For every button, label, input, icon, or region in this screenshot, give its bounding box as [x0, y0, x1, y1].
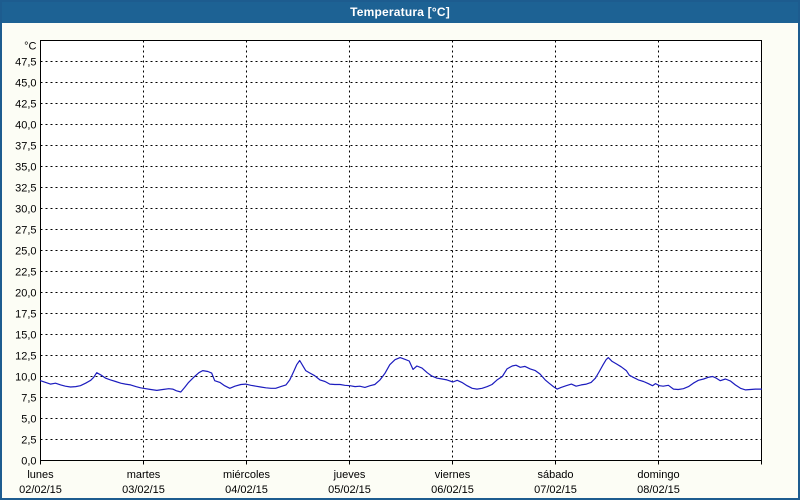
y-tick-label: 37,5 [15, 141, 36, 153]
y-tick-label: 30,0 [15, 204, 36, 216]
y-tick-label: 47,5 [15, 57, 36, 69]
temperature-chart: 0,0 2,5 5,0 7,5 10,0 12,5 15,0 17,5 20,0 22,5 25,0… [15, 40, 763, 496]
y-tick-label: 10,0 [15, 372, 36, 384]
x-day-label: jueves [333, 469, 366, 481]
x-date-label: 05/02/15 [328, 484, 371, 496]
y-tick-label: 2,5 [21, 435, 36, 447]
y-tick-label: 42,5 [15, 99, 36, 111]
y-tick-label: 40,0 [15, 120, 36, 132]
y-tick-label: 45,0 [15, 78, 36, 90]
x-day-label: viernes [435, 469, 471, 481]
x-day-label: sábado [537, 469, 573, 481]
x-date-label: 08/02/15 [637, 484, 680, 496]
y-tick-label: 15,0 [15, 330, 36, 342]
x-date-label: 07/02/15 [534, 484, 577, 496]
y-tick-label: 27,5 [15, 225, 36, 237]
temperature-line [39, 357, 763, 393]
y-tick-label: 5,0 [21, 414, 36, 426]
y-tick-label: 32,5 [15, 183, 36, 195]
y-axis-unit-label: °C [24, 41, 36, 53]
x-date-label: 03/02/15 [122, 484, 165, 496]
x-date-label: 06/02/15 [431, 484, 474, 496]
x-date-label: 04/02/15 [225, 484, 268, 496]
x-date-label: 02/02/15 [19, 484, 62, 496]
x-day-label: domingo [637, 469, 679, 481]
y-tick-label: 17,5 [15, 309, 36, 321]
y-tick-label: 20,0 [15, 288, 36, 300]
x-day-label: martes [127, 469, 161, 481]
y-tick-label: 35,0 [15, 162, 36, 174]
y-tick-label: 0,0 [21, 456, 36, 468]
y-tick-label: 12,5 [15, 351, 36, 363]
x-day-label: lunes [27, 469, 54, 481]
y-tick-label: 25,0 [15, 246, 36, 258]
x-day-label: miércoles [223, 469, 271, 481]
title-bar: Temperatura [°C] [2, 2, 798, 23]
y-tick-label: 22,5 [15, 267, 36, 279]
y-tick-label: 7,5 [21, 393, 36, 405]
